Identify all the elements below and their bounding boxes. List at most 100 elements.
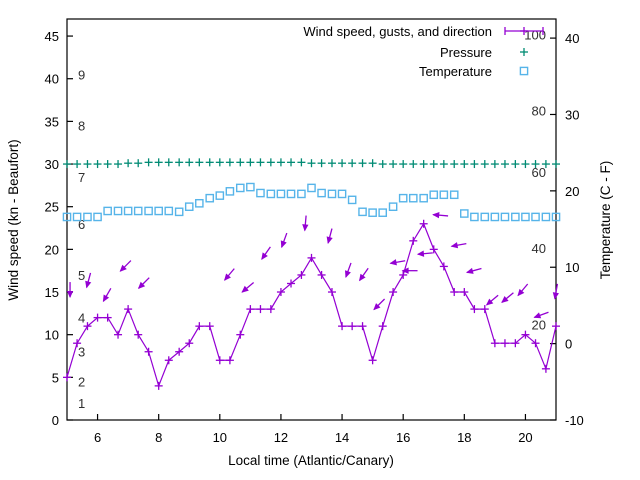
x-axis-tick-label: 8: [155, 430, 162, 445]
plus-marker: [368, 356, 377, 365]
plus-marker: [490, 160, 499, 169]
plus-marker: [297, 270, 306, 279]
plus-marker: [266, 305, 275, 314]
plus-marker: [480, 305, 489, 314]
y-axis-right-ticks: -10 0 10 20 30 40: [550, 31, 584, 428]
plus-marker: [338, 322, 347, 331]
wind-direction-arrow: [280, 232, 288, 249]
square-marker: [419, 193, 428, 203]
plus-marker: [450, 160, 459, 169]
plus-marker: [195, 158, 204, 167]
wind-direction-arrow: [224, 268, 235, 281]
y-axis-right-tick-label: 10: [565, 260, 579, 275]
plus-marker: [93, 160, 102, 169]
y-axis-left-tick-label: 15: [45, 285, 59, 300]
plus-marker: [195, 322, 204, 331]
square-marker: [429, 190, 439, 200]
y-axis-left-tick-label: 0: [52, 413, 59, 428]
series-line: [66, 222, 557, 388]
square-marker: [327, 189, 337, 199]
square-marker: [215, 191, 225, 200]
square-marker: [72, 212, 82, 222]
square-marker: [519, 66, 529, 76]
plus-marker: [348, 322, 357, 331]
square-marker: [93, 212, 102, 222]
plus-marker: [358, 159, 367, 168]
y-axis-left-tick-label: 35: [45, 114, 59, 129]
wind-direction-arrow: [466, 267, 482, 274]
series-2: [63, 158, 560, 169]
square-marker: [449, 190, 459, 200]
y-axis-right-tick-label: 20: [565, 184, 579, 199]
wind-direction-arrow: [552, 283, 559, 300]
wind-direction-arrow: [359, 267, 369, 282]
wind-direction-arrow: [432, 212, 449, 219]
chart-legend: Wind speed, gusts, and direction Pressure…: [303, 24, 544, 79]
square-marker: [83, 212, 92, 222]
wind-direction-arrow-layer: [66, 212, 559, 319]
beaufort-label: 5: [78, 268, 85, 283]
square-marker: [307, 183, 316, 193]
plus-marker: [93, 313, 102, 322]
plus-marker: [378, 322, 387, 331]
plus-marker: [276, 288, 285, 297]
plus-marker: [307, 159, 316, 168]
plus-marker: [215, 356, 224, 365]
beaufort-label: 8: [78, 119, 85, 134]
square-marker: [347, 195, 357, 205]
plus-marker: [450, 288, 459, 297]
y-axis-right-title: Temperature (C - F): [598, 161, 613, 280]
square-marker: [184, 202, 194, 212]
plus-marker: [460, 288, 469, 297]
legend-item-2[interactable]: Pressure: [440, 45, 528, 60]
plus-marker: [205, 158, 214, 167]
plus-marker: [520, 48, 528, 56]
plus-marker: [144, 347, 153, 356]
beaufort-label: 9: [78, 67, 85, 82]
beaufort-label: 6: [78, 217, 85, 232]
plus-marker: [317, 270, 326, 279]
wind-direction-arrow: [302, 215, 309, 232]
plus-marker: [358, 322, 367, 331]
square-marker: [337, 189, 347, 199]
square-marker: [460, 209, 469, 218]
square-marker: [317, 188, 326, 198]
plus-marker: [490, 339, 499, 348]
plus-marker: [500, 339, 509, 348]
wind-direction-arrow: [485, 294, 499, 306]
y-axis-left-ticks: 0 5 10 15 20 25 30 35 40 45: [45, 29, 73, 428]
wind-direction-arrow: [85, 272, 92, 289]
square-marker: [388, 202, 398, 212]
plus-marker: [114, 160, 123, 169]
square-marker: [103, 206, 112, 216]
plus-marker: [103, 313, 112, 322]
plus-marker: [185, 339, 194, 348]
beaufort-scale-labels: 1 2 3 4 5 6 7 8 9: [78, 67, 85, 410]
square-marker: [205, 193, 215, 203]
plus-marker: [327, 288, 336, 297]
plus-marker: [541, 160, 550, 169]
legend-item-1[interactable]: Wind speed, gusts, and direction: [303, 24, 544, 39]
square-marker: [511, 212, 520, 222]
square-marker: [531, 212, 540, 222]
square-marker: [358, 207, 367, 217]
legend-item-3[interactable]: Temperature: [419, 64, 529, 79]
plus-marker: [531, 339, 540, 348]
x-axis-ticks: 6 8 10 12 14 16 18 20: [94, 414, 533, 445]
y-axis-left-tick-label: 30: [45, 157, 59, 172]
square-marker: [378, 208, 388, 217]
square-marker: [246, 182, 255, 192]
y-axis-left-title: Wind speed (kn - Beaufort): [6, 139, 21, 300]
y-axis-left-tick-label: 40: [45, 72, 59, 87]
x-axis-tick-label: 10: [213, 430, 227, 445]
plus-marker: [276, 158, 285, 167]
plus-marker: [175, 347, 184, 356]
beaufort-label: 4: [78, 311, 85, 326]
fahrenheit-label: 80: [532, 104, 546, 119]
plus-marker: [389, 288, 398, 297]
plus-marker: [185, 158, 194, 167]
square-marker: [398, 193, 408, 203]
square-marker: [276, 189, 286, 199]
plus-marker: [389, 160, 398, 169]
plus-marker: [256, 158, 265, 167]
